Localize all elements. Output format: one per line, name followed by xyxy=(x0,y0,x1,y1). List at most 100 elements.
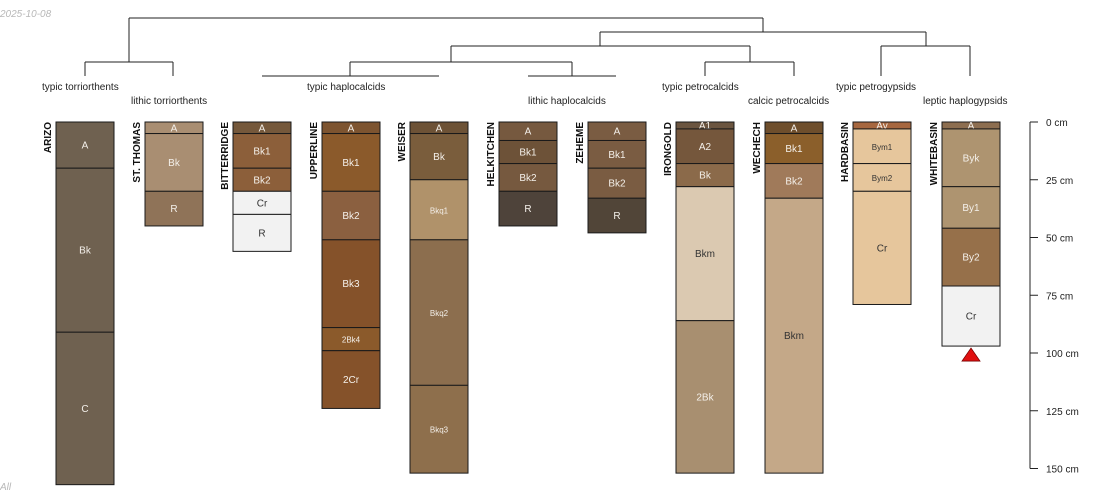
depth-tick-label: 75 cm xyxy=(1046,291,1073,302)
soil-horizon xyxy=(409,384,469,474)
soil-profile: BITTERRIDGE A Bk1 Bk2 Cr R xyxy=(220,121,292,252)
horizon-label: R xyxy=(170,204,177,215)
profile-name: ZEHEME xyxy=(575,122,586,164)
soil-horizon xyxy=(498,163,558,192)
corner-label: All xyxy=(0,482,12,493)
profile-name: HARDBASIN xyxy=(840,122,851,182)
soil-profile: ST. THOMAS A Bk R xyxy=(132,121,204,227)
depth-tick-label: 25 cm xyxy=(1046,176,1073,187)
soil-horizon xyxy=(232,133,292,169)
horizon-label: Cr xyxy=(877,243,888,254)
soil-profile: ZEHEME A Bk1 Bk2 R xyxy=(575,121,647,234)
profile-name: BITTERRIDGE xyxy=(220,122,231,190)
horizon-label: R xyxy=(613,211,620,222)
soil-profile: WEISER A Bk Bkq1 Bkq2 Bkq3 xyxy=(397,121,469,474)
horizon-label: Cr xyxy=(257,198,268,209)
soil-profiles: ARIZO A Bk C ST. THOMAS A Bk R BITTERRIDGE A Bk1 Bk… xyxy=(43,121,1001,486)
horizon-label: Bk xyxy=(433,152,446,163)
taxonomy-label: typic haplocalcids xyxy=(307,82,385,93)
taxonomy-label: calcic petrocalcids xyxy=(748,96,829,107)
soil-horizon xyxy=(852,163,912,192)
depth-tick-label: 150 cm xyxy=(1046,465,1079,476)
horizon-label: Bk1 xyxy=(608,150,626,161)
soil-profile: HARDBASIN Ay Bym1 Bym2 Cr xyxy=(840,121,912,305)
horizon-label: A xyxy=(614,127,621,138)
horizon-label: A xyxy=(171,123,178,134)
profile-name: ST. THOMAS xyxy=(132,122,143,183)
profile-name: WHITEBASIN xyxy=(929,122,940,185)
horizon-label: Bk xyxy=(699,171,712,182)
group-labels: typic torriorthents lithic torriorthents t… xyxy=(42,82,1008,107)
horizon-label: By2 xyxy=(962,253,980,264)
soil-horizon xyxy=(55,167,115,333)
soil-profile: ARIZO A Bk C xyxy=(43,121,115,486)
horizon-label: Bk2 xyxy=(785,176,803,187)
horizon-label: Bk2 xyxy=(608,179,626,190)
soil-horizon xyxy=(764,133,824,165)
soil-horizon xyxy=(321,133,381,192)
horizon-label: C xyxy=(81,404,88,415)
soil-horizon xyxy=(941,285,1001,347)
date-stamp: 2025-10-08 xyxy=(0,9,52,20)
horizon-label: R xyxy=(524,204,531,215)
taxonomy-label: lithic haplocalcids xyxy=(528,96,606,107)
soil-horizon xyxy=(321,190,381,241)
soil-profile: UPPERLINE A Bk1 Bk2 Bk3 2Bk4 2Cr xyxy=(309,121,381,409)
taxonomy-label: typic petrogypsids xyxy=(836,82,916,93)
profile-name: HELKITCHEN xyxy=(486,122,497,186)
depth-axis: 0 cm 25 cm 50 cm 75 cm 100 cm 125 cm 150 cm xyxy=(1029,118,1079,476)
truncation-marker-icon xyxy=(961,347,981,362)
soil-profile: IRONGOLD A1 A2 Bk Bkm 2Bk xyxy=(663,121,735,474)
soil-horizon xyxy=(587,167,647,199)
horizon-label: Bkm xyxy=(695,249,715,260)
soil-profile: WECHECH A Bk1 Bk2 Bkm xyxy=(752,121,824,474)
horizon-label: By1 xyxy=(962,203,980,214)
horizon-label: Cr xyxy=(966,312,977,323)
soil-horizon xyxy=(409,239,469,386)
horizon-label: Bk3 xyxy=(342,279,360,290)
horizon-label: 2Cr xyxy=(343,375,360,386)
horizon-label: Bk1 xyxy=(253,146,271,157)
horizon-label: Ay xyxy=(876,121,888,132)
taxonomy-label: leptic haplogypsids xyxy=(923,96,1008,107)
horizon-label: Bkq2 xyxy=(430,309,449,318)
soil-horizon xyxy=(675,320,735,474)
soil-horizon xyxy=(55,121,115,169)
horizon-label: A xyxy=(82,141,89,152)
soil-horizon xyxy=(941,128,1001,188)
horizon-label: 2Bk xyxy=(696,392,714,403)
soil-horizon xyxy=(852,128,912,165)
horizon-label: A xyxy=(525,127,532,138)
soil-horizon xyxy=(409,133,469,181)
taxonomy-label: typic petrocalcids xyxy=(662,82,739,93)
taxonomy-label: typic torriorthents xyxy=(42,82,119,93)
horizon-label: A xyxy=(259,123,266,134)
horizon-label: Bkq1 xyxy=(430,206,449,215)
horizon-label: Bk2 xyxy=(253,175,271,186)
horizon-label: Bk1 xyxy=(519,148,537,159)
taxonomy-label: lithic torriorthents xyxy=(131,96,207,107)
dendrogram xyxy=(84,17,971,77)
soil-horizon xyxy=(409,179,469,241)
soil-horizon xyxy=(321,239,381,329)
horizon-label: Bk1 xyxy=(785,144,803,155)
horizon-label: A1 xyxy=(699,121,712,132)
soil-horizon xyxy=(232,213,292,252)
horizon-label: Bkm xyxy=(784,331,804,342)
depth-tick-label: 50 cm xyxy=(1046,234,1073,245)
soil-horizon xyxy=(675,128,735,165)
soil-horizon xyxy=(55,331,115,486)
depth-tick-label: 0 cm xyxy=(1046,118,1068,129)
horizon-label: Bk1 xyxy=(342,158,360,169)
horizon-label: R xyxy=(258,228,265,239)
horizon-label: Bkq3 xyxy=(430,426,449,435)
horizon-label: Bym1 xyxy=(872,143,893,152)
horizon-label: 2Bk4 xyxy=(342,336,361,345)
soil-horizon xyxy=(144,190,204,227)
horizon-label: Bym2 xyxy=(872,174,893,183)
horizon-label: Bk xyxy=(79,246,92,257)
soil-horizon xyxy=(587,197,647,234)
horizon-label: A xyxy=(968,121,975,132)
horizon-label: Byk xyxy=(963,153,981,164)
soil-profile: HELKITCHEN A Bk1 Bk2 R xyxy=(486,121,558,227)
